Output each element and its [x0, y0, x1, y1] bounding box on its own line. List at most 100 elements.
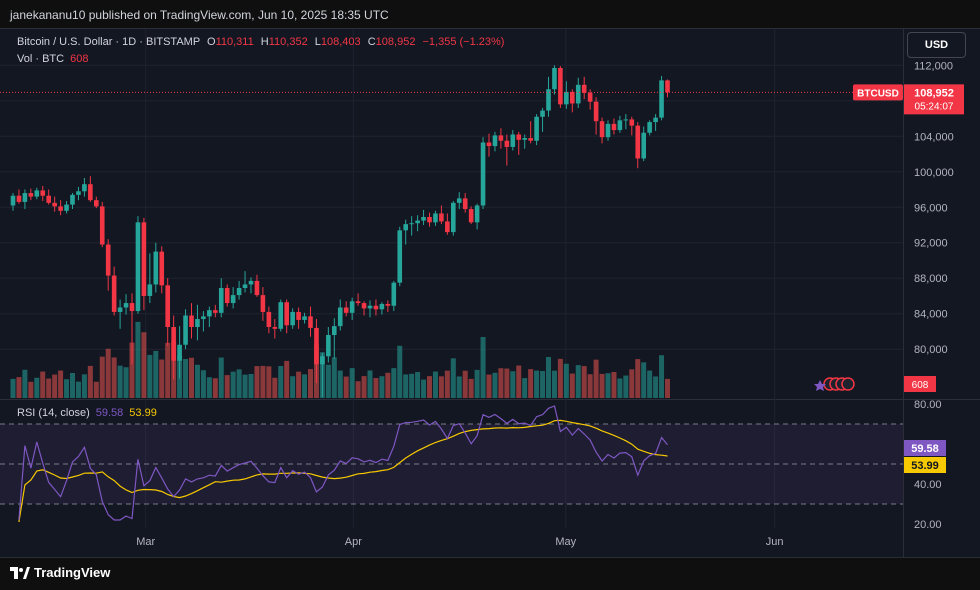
candle-body[interactable]	[165, 285, 170, 328]
candle-body[interactable]	[445, 221, 450, 233]
candle-body[interactable]	[278, 302, 284, 329]
candle-body[interactable]	[516, 134, 522, 140]
candle-body[interactable]	[343, 307, 349, 313]
candle-body[interactable]	[314, 327, 319, 365]
candle-body[interactable]	[141, 222, 147, 296]
candle-body[interactable]	[391, 282, 397, 306]
candle-body[interactable]	[195, 319, 200, 328]
candle-body[interactable]	[40, 190, 46, 196]
candle-body[interactable]	[260, 295, 266, 312]
candle-body[interactable]	[629, 119, 635, 126]
candle-body[interactable]	[480, 142, 486, 206]
candle-body[interactable]	[111, 275, 117, 312]
candle-body[interactable]	[581, 84, 587, 93]
candle-body[interactable]	[224, 287, 230, 304]
candle-body[interactable]	[427, 217, 432, 223]
candle-body[interactable]	[308, 316, 313, 328]
candle-body[interactable]	[439, 213, 444, 222]
candle-body[interactable]	[349, 301, 355, 313]
candle-body[interactable]	[201, 316, 206, 320]
candle-body[interactable]	[575, 84, 581, 104]
candle-body[interactable]	[587, 92, 593, 102]
candle-body[interactable]	[468, 209, 474, 223]
candle-body[interactable]	[474, 205, 480, 223]
candle-body[interactable]	[147, 284, 153, 296]
candle-body[interactable]	[22, 193, 28, 202]
candle-body[interactable]	[659, 80, 664, 118]
tradingview-logo[interactable]: TradingView	[10, 565, 110, 580]
candle-body[interactable]	[528, 138, 533, 141]
candle-body[interactable]	[254, 280, 260, 296]
candle-body[interactable]	[58, 206, 63, 211]
chart-frame[interactable]	[0, 28, 980, 558]
candle-body[interactable]	[564, 91, 569, 105]
candle-body[interactable]	[486, 142, 492, 147]
candle-body[interactable]	[421, 217, 426, 221]
candle-body[interactable]	[332, 326, 337, 336]
candle-body[interactable]	[379, 303, 385, 310]
candle-body[interactable]	[367, 305, 373, 309]
candle-body[interactable]	[433, 213, 438, 223]
candle-body[interactable]	[105, 244, 111, 276]
candle-body[interactable]	[385, 303, 391, 306]
candle-body[interactable]	[290, 311, 295, 326]
candle-body[interactable]	[320, 356, 325, 365]
candle-body[interactable]	[647, 122, 652, 133]
candle-body[interactable]	[451, 202, 456, 233]
candle-body[interactable]	[522, 138, 527, 140]
candle-body[interactable]	[159, 251, 165, 286]
candle-body[interactable]	[605, 123, 611, 138]
candle-body[interactable]	[498, 135, 504, 141]
candle-body[interactable]	[10, 195, 16, 206]
candle-body[interactable]	[16, 195, 22, 202]
candle-body[interactable]	[189, 315, 194, 328]
candle-body[interactable]	[611, 123, 617, 131]
candle-body[interactable]	[546, 89, 551, 111]
candle-body[interactable]	[34, 190, 40, 197]
candle-body[interactable]	[177, 344, 182, 361]
candle-body[interactable]	[296, 311, 301, 320]
candle-body[interactable]	[129, 303, 135, 312]
candle-body[interactable]	[46, 195, 51, 203]
candle-body[interactable]	[653, 117, 658, 123]
candle-body[interactable]	[552, 67, 557, 90]
candle-body[interactable]	[88, 184, 93, 201]
candle-body[interactable]	[593, 101, 599, 122]
candle-body[interactable]	[236, 287, 242, 296]
candle-body[interactable]	[153, 251, 159, 285]
candle-body[interactable]	[409, 223, 414, 225]
candle-body[interactable]	[570, 91, 575, 104]
candle-body[interactable]	[617, 120, 623, 131]
candle-body[interactable]	[599, 121, 605, 138]
candle-body[interactable]	[403, 224, 408, 231]
candle-body[interactable]	[242, 284, 248, 288]
candle-body[interactable]	[248, 280, 254, 285]
candle-body[interactable]	[207, 310, 212, 317]
candle-body[interactable]	[284, 302, 289, 326]
candle-body[interactable]	[397, 230, 403, 283]
candle-body[interactable]	[135, 222, 141, 312]
candle-body[interactable]	[462, 198, 468, 210]
candle-body[interactable]	[171, 327, 176, 361]
candle-body[interactable]	[28, 193, 34, 197]
candle-body[interactable]	[52, 202, 57, 207]
currency-button[interactable]: USD	[907, 32, 966, 58]
candle-body[interactable]	[218, 287, 224, 313]
candle-body[interactable]	[641, 132, 646, 159]
candle-body[interactable]	[623, 119, 629, 121]
candle-body[interactable]	[373, 305, 379, 310]
candle-body[interactable]	[415, 220, 420, 224]
candle-body[interactable]	[355, 301, 361, 304]
candle-body[interactable]	[635, 125, 641, 159]
candle-body[interactable]	[272, 327, 278, 329]
candle-body[interactable]	[302, 316, 307, 320]
candle-body[interactable]	[558, 67, 563, 105]
candle-body[interactable]	[99, 206, 105, 245]
candle-body[interactable]	[492, 135, 498, 147]
candle-body[interactable]	[123, 303, 129, 308]
event-flag-icon[interactable]	[841, 377, 855, 391]
candle-body[interactable]	[213, 310, 218, 313]
candle-body[interactable]	[326, 335, 331, 357]
candle-body[interactable]	[337, 307, 343, 327]
